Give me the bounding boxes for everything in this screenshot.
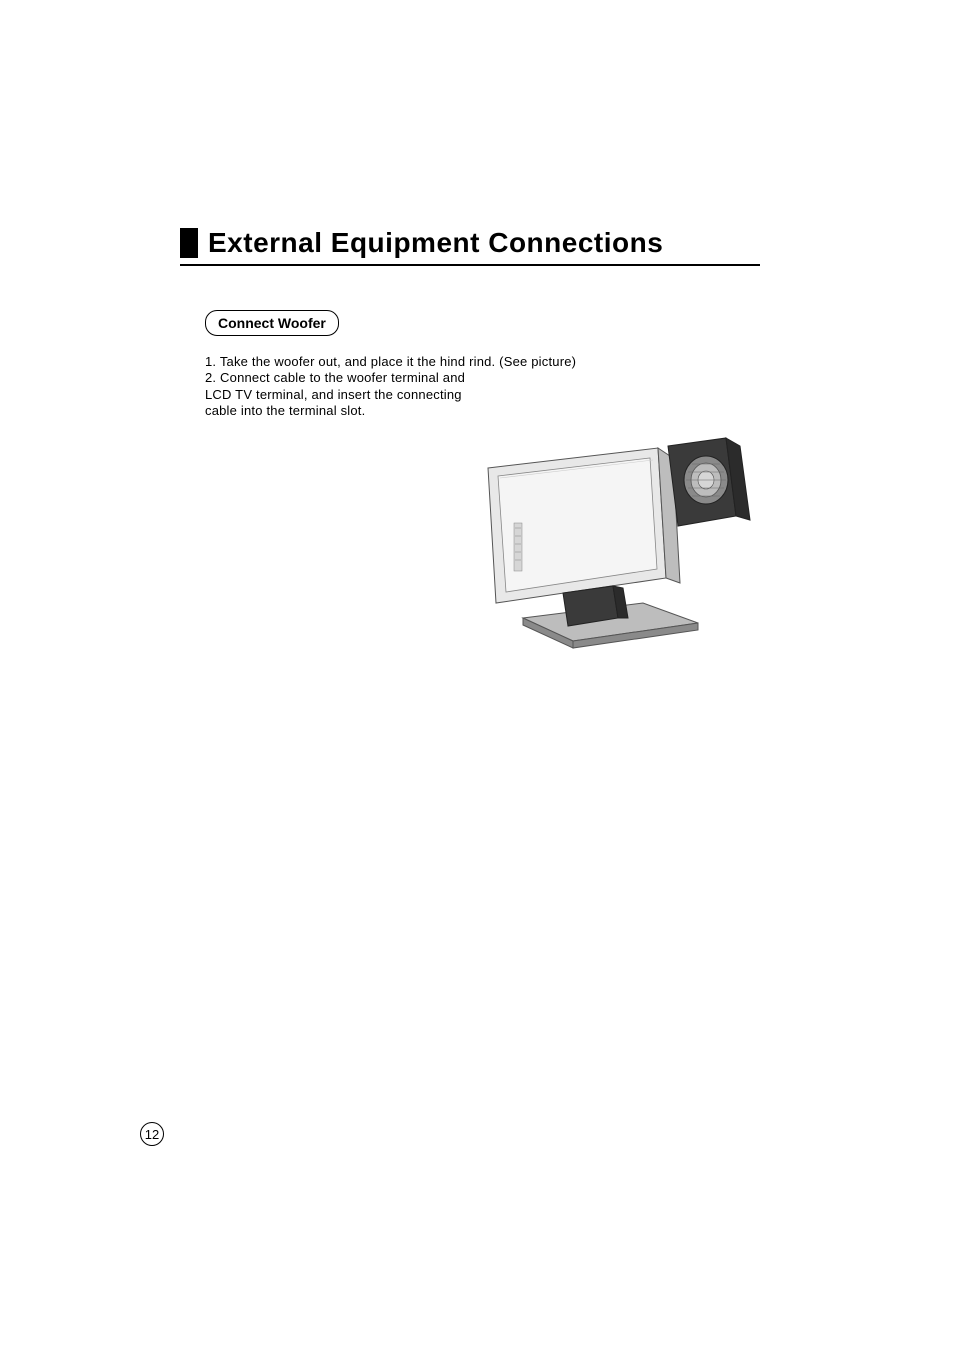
body-text: 1. Take the woofer out, and place it the…: [205, 354, 645, 419]
heading-bar-icon: [180, 228, 198, 258]
heading-row: External Equipment Connections: [180, 227, 760, 259]
page-title: External Equipment Connections: [208, 227, 663, 259]
body-line-4: cable into the terminal slot.: [205, 403, 645, 419]
page-number-value: 12: [145, 1127, 159, 1142]
page-number: 12: [140, 1122, 164, 1146]
tv-woofer-illustration: [468, 428, 758, 653]
section-label: Connect Woofer: [205, 310, 339, 336]
body-line-1: 1. Take the woofer out, and place it the…: [205, 354, 645, 370]
heading-underline: [180, 264, 760, 266]
page: External Equipment Connections Connect W…: [0, 0, 954, 1350]
body-line-2: 2. Connect cable to the woofer terminal …: [205, 370, 645, 386]
body-line-3: LCD TV terminal, and insert the connecti…: [205, 387, 645, 403]
